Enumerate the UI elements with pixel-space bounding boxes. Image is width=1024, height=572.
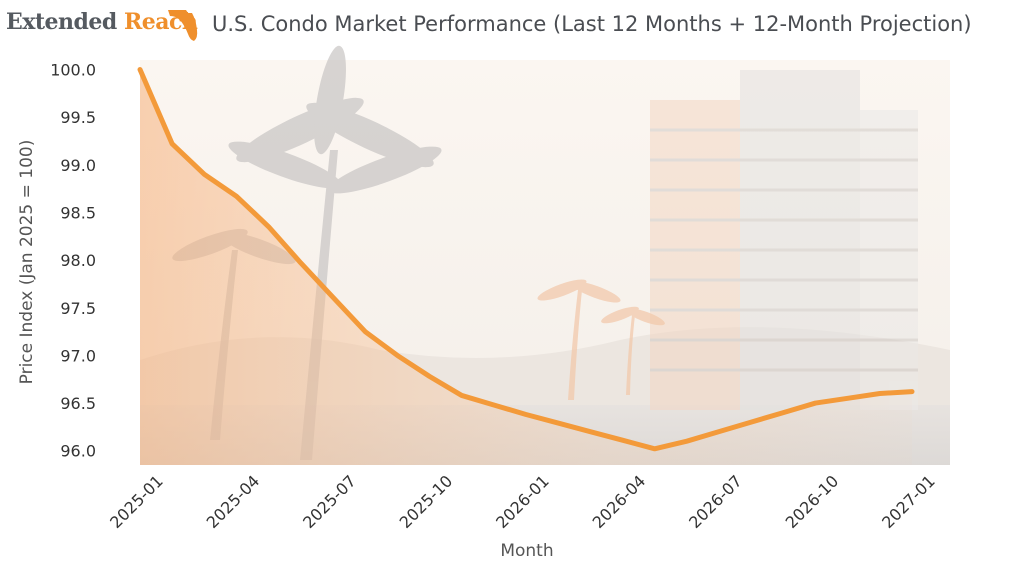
y-axis-label: Price Index (Jan 2025 = 100): [17, 140, 37, 385]
y-tick-label: 99.5: [60, 108, 96, 127]
y-tick-label: 96.5: [60, 394, 96, 413]
y-tick-label: 96.0: [60, 442, 96, 461]
x-tick-label: 2026-01: [492, 471, 553, 532]
x-tick-label: 2026-10: [782, 471, 843, 532]
y-tick-label: 98.5: [60, 203, 96, 222]
y-tick-label: 98.0: [60, 251, 96, 270]
x-tick-label: 2026-04: [589, 471, 650, 532]
y-tick-label: 100.0: [50, 61, 96, 80]
plot-area: [137, 67, 915, 465]
x-tick-label: 2025-04: [203, 471, 264, 532]
condo-building-illustration: [650, 70, 918, 410]
y-tick-label: 97.5: [60, 299, 96, 318]
y-tick-label: 97.0: [60, 346, 96, 365]
chart-header: Extended Reach U.S. Condo Market Perform…: [0, 0, 1024, 56]
series-area-fill: [140, 69, 912, 465]
x-axis-ticks: 2025-01 2025-04 2025-07 2025-10 2026-01 2026-…: [106, 471, 939, 532]
series-line: [137, 67, 915, 452]
x-tick-label: 2025-07: [299, 471, 360, 532]
small-palm-illustration: [537, 279, 665, 400]
x-tick-label: 2025-10: [396, 471, 457, 532]
x-axis-label: Month: [500, 541, 553, 561]
x-tick-label: 2025-01: [106, 471, 167, 532]
florida-state-icon: [168, 10, 198, 41]
y-tick-label: 99.0: [60, 156, 96, 175]
x-tick-label: 2026-07: [685, 471, 746, 532]
x-tick-label: 2027-01: [878, 471, 939, 532]
chart-title: U.S. Condo Market Performance (Last 12 M…: [212, 12, 972, 36]
brand-word-extended: Extended: [6, 9, 117, 35]
y-axis-ticks: 96.0 96.5 97.0 97.5 98.0 98.5 99.0 99.5 100.0: [50, 61, 96, 461]
